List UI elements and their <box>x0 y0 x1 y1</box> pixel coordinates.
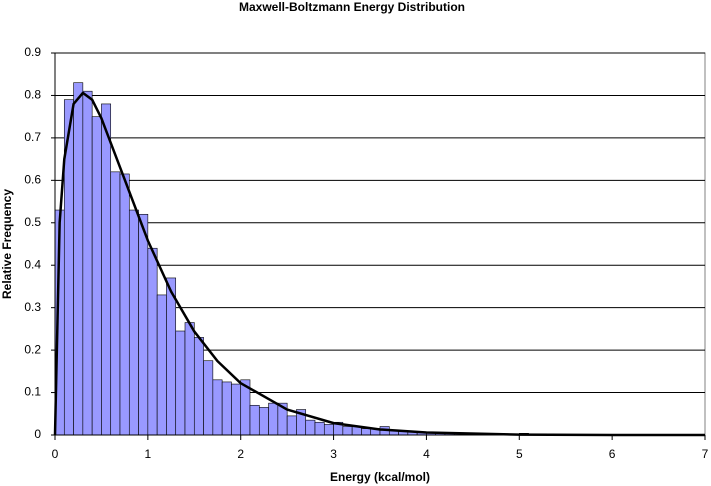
x-tick-label: 6 <box>609 447 616 461</box>
bar <box>212 379 223 436</box>
fit-curve <box>53 91 705 437</box>
bar <box>286 415 297 436</box>
y-tick-label: 0.8 <box>24 88 41 102</box>
chart-title: Maxwell-Boltzmann Energy Distribution <box>239 0 465 14</box>
bar <box>203 360 214 436</box>
bar <box>110 171 121 436</box>
y-tick-label: 0.6 <box>24 173 41 187</box>
y-tick-label: 0 <box>34 427 41 441</box>
x-axis-label: Energy (kcal/mol) <box>330 470 430 484</box>
bar <box>258 407 269 436</box>
x-tick-label: 0 <box>52 447 59 461</box>
x-tick-label: 7 <box>702 447 709 461</box>
bar <box>193 337 204 436</box>
bar <box>138 213 149 436</box>
x-tick-label: 1 <box>145 447 152 461</box>
bar <box>166 277 177 436</box>
bar <box>342 426 353 436</box>
bar <box>73 82 84 436</box>
y-tick-label: 0.1 <box>24 385 41 399</box>
y-axis-label: Relative Frequency <box>0 189 14 299</box>
bar <box>175 330 186 436</box>
bar <box>147 247 158 436</box>
x-tick-label: 3 <box>330 447 337 461</box>
x-tick-label: 2 <box>237 447 244 461</box>
x-tick-label: 5 <box>516 447 523 461</box>
bar <box>128 209 139 436</box>
bar <box>323 424 334 436</box>
bar <box>156 294 167 436</box>
bar <box>82 90 93 436</box>
bar <box>361 428 372 436</box>
y-tick-label: 0.4 <box>24 257 41 271</box>
y-tick-label: 0.9 <box>24 45 41 59</box>
bar <box>221 381 232 436</box>
bar <box>91 116 102 436</box>
bar <box>101 103 112 436</box>
x-tick-label: 4 <box>423 447 430 461</box>
y-tick-label: 0.3 <box>24 300 41 314</box>
bar <box>305 419 316 436</box>
y-tick-label: 0.7 <box>24 130 41 144</box>
y-tick-label: 0.2 <box>24 342 41 356</box>
y-tick-label: 0.5 <box>24 215 41 229</box>
bar <box>119 173 130 436</box>
bar <box>268 402 279 436</box>
bar <box>184 322 195 436</box>
bar <box>249 404 260 436</box>
bar <box>314 421 325 436</box>
bar <box>231 383 242 436</box>
